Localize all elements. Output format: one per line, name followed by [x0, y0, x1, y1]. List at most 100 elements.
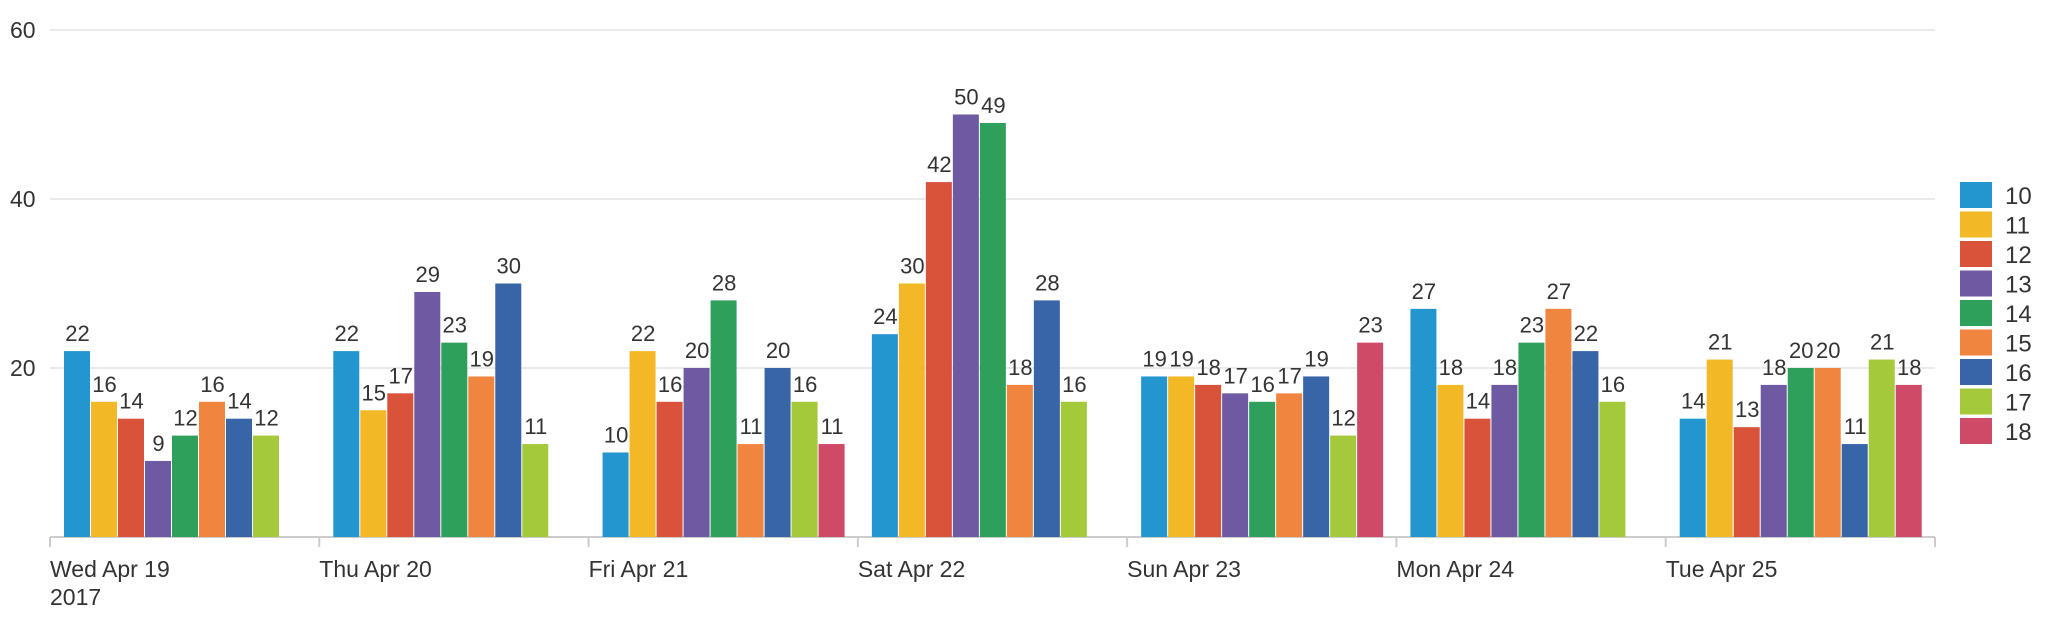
data-label: 20 [1816, 338, 1840, 363]
data-label: 19 [1304, 346, 1328, 371]
x-tick-label: Sat Apr 22 [858, 556, 965, 582]
bar [1706, 359, 1733, 537]
data-label: 28 [712, 270, 736, 295]
data-label: 30 [497, 254, 521, 279]
x-tick-label: Mon Apr 24 [1396, 556, 1514, 582]
x-tick-label: Thu Apr 20 [319, 556, 432, 582]
bar [1195, 384, 1222, 537]
bar [118, 418, 144, 537]
data-label: 42 [927, 152, 951, 177]
data-label: 12 [254, 406, 278, 431]
bar [1787, 368, 1814, 537]
bar [1841, 444, 1868, 537]
legend-swatch [1960, 182, 1992, 208]
bar [441, 342, 468, 537]
data-label: 49 [981, 93, 1005, 118]
data-label: 11 [524, 414, 547, 439]
legend-label: 13 [2005, 272, 2032, 299]
data-label: 16 [793, 372, 817, 397]
legend-swatch [1960, 359, 1992, 385]
x-tick-label: Fri Apr 21 [589, 556, 689, 582]
data-label: 14 [227, 389, 251, 414]
data-label: 19 [470, 346, 494, 371]
data-label: 10 [604, 423, 628, 448]
bar [64, 351, 90, 537]
y-axis-ticks: 20 40 60 [10, 17, 36, 381]
bar [1437, 384, 1464, 537]
bar [226, 418, 252, 537]
bar [1276, 393, 1303, 537]
data-label: 18 [1196, 355, 1220, 380]
bar [1006, 384, 1033, 537]
bar [602, 452, 629, 537]
legend-swatch [1960, 300, 1992, 326]
bar [1464, 418, 1491, 537]
y-tick-label: 60 [10, 17, 36, 43]
bar [656, 401, 683, 537]
bar [629, 351, 656, 537]
bar [1895, 384, 1922, 537]
bar [253, 435, 279, 537]
bar [1814, 368, 1841, 537]
x-tick-label: Sun Apr 23 [1127, 556, 1241, 582]
data-label: 23 [1520, 313, 1544, 338]
legend-swatch [1960, 241, 1992, 267]
bar [1168, 376, 1195, 537]
bar [764, 368, 791, 537]
data-label: 18 [1762, 355, 1786, 380]
data-label: 20 [766, 338, 790, 363]
data-label: 16 [1250, 372, 1274, 397]
bar [818, 444, 845, 537]
legend-label: 17 [2005, 390, 2032, 417]
data-label: 16 [658, 372, 682, 397]
bar [1491, 384, 1518, 537]
data-label: 16 [1601, 372, 1625, 397]
data-label: 22 [631, 321, 655, 346]
data-label: 50 [954, 85, 978, 110]
x-tick-label: Wed Apr 19 [50, 556, 170, 582]
bar [1410, 308, 1437, 537]
bar [1868, 359, 1895, 537]
bar [1141, 376, 1168, 537]
legend-label: 16 [2005, 360, 2032, 387]
bar [791, 401, 818, 537]
data-label: 28 [1035, 270, 1059, 295]
y-tick-label: 40 [10, 186, 36, 212]
bar [91, 401, 117, 537]
data-label: 14 [1466, 389, 1490, 414]
legend-label: 15 [2005, 331, 2032, 358]
legend-swatch [1960, 329, 1992, 356]
data-label: 19 [1169, 346, 1193, 371]
bar [387, 393, 414, 537]
data-label: 21 [1708, 330, 1732, 355]
data-label: 27 [1547, 279, 1571, 304]
data-label: 24 [873, 304, 897, 329]
data-label: 22 [1574, 321, 1598, 346]
legend-label: 11 [2005, 213, 2030, 240]
data-label: 19 [1142, 346, 1166, 371]
data-label: 21 [1870, 330, 1894, 355]
bar [522, 444, 549, 537]
bar [1572, 351, 1599, 537]
bar [1545, 308, 1572, 537]
bar [871, 334, 898, 537]
data-label: 16 [92, 372, 116, 397]
bar [1249, 401, 1276, 537]
bar [737, 444, 764, 537]
bar [333, 351, 360, 537]
legend-label: 18 [2005, 419, 2032, 446]
data-label: 20 [685, 338, 709, 363]
data-label: 14 [1681, 389, 1705, 414]
legend-swatch [1960, 418, 1992, 444]
bar [468, 376, 495, 537]
data-label: 16 [1062, 372, 1086, 397]
bar [710, 300, 737, 537]
data-label: 23 [1358, 313, 1382, 338]
data-label: 20 [1789, 338, 1813, 363]
legend-label: 12 [2005, 242, 2032, 269]
bar [683, 368, 710, 537]
bar [1303, 376, 1330, 537]
